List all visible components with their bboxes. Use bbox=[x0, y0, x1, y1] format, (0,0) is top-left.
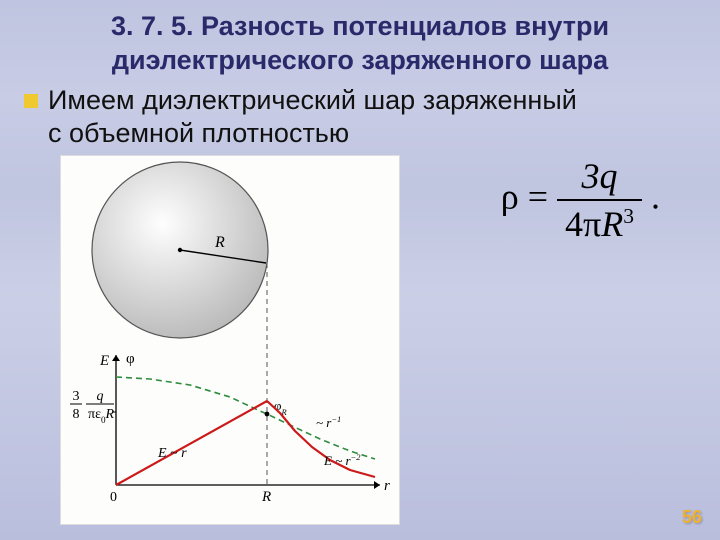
page-number: 56 bbox=[682, 507, 702, 528]
svg-text:q: q bbox=[97, 389, 104, 404]
formula-trail: . bbox=[651, 176, 660, 216]
svg-text:R: R bbox=[261, 489, 271, 505]
formula-den-a: 4π bbox=[565, 204, 601, 244]
svg-text:E ~ r−2: E ~ r−2 bbox=[323, 452, 361, 468]
physics-diagram: RrE0Rφ38qπε0RφRE ~ r~ r−1E ~ r−2 bbox=[60, 155, 400, 525]
svg-text:3: 3 bbox=[73, 389, 80, 404]
formula-num: 3q bbox=[582, 156, 618, 196]
formula-den-b: R bbox=[601, 204, 623, 244]
formula-lhs: ρ = bbox=[501, 176, 548, 216]
formula-den-exp: 3 bbox=[623, 204, 634, 228]
svg-text:8: 8 bbox=[73, 407, 80, 422]
bullet-item: Имеем диэлектрический шар заряженный с о… bbox=[0, 78, 720, 152]
density-formula: ρ = 3q 4πR3 . bbox=[501, 155, 660, 245]
svg-text:~ r−1: ~ r−1 bbox=[316, 414, 341, 430]
svg-text:r: r bbox=[384, 478, 390, 494]
svg-text:φ: φ bbox=[126, 351, 135, 367]
title-line-2: диэлектрического заряженного шара bbox=[112, 45, 608, 75]
svg-text:R: R bbox=[214, 234, 225, 251]
body-line-1: Имеем диэлектрический шар заряженный bbox=[48, 85, 577, 115]
svg-text:E: E bbox=[99, 353, 109, 369]
svg-text:0: 0 bbox=[110, 490, 117, 505]
bullet-marker bbox=[24, 94, 38, 108]
svg-text:πε0R: πε0R bbox=[88, 407, 115, 425]
title-line-1: 3. 7. 5. Разность потенциалов внутри bbox=[111, 11, 609, 41]
svg-text:E ~ r: E ~ r bbox=[157, 446, 187, 461]
body-line-2: с объемной плотностью bbox=[48, 118, 349, 148]
